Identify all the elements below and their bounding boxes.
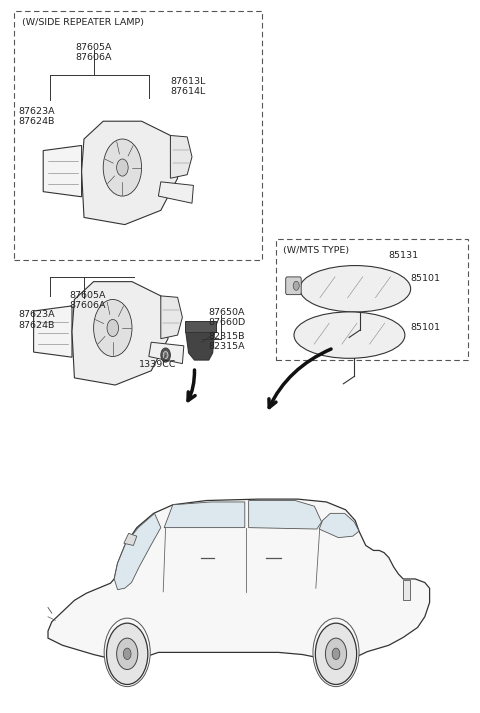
Ellipse shape xyxy=(300,265,410,312)
Circle shape xyxy=(293,282,299,290)
Text: 82315B
82315A: 82315B 82315A xyxy=(209,332,245,351)
Circle shape xyxy=(117,159,128,176)
Circle shape xyxy=(123,648,131,660)
Circle shape xyxy=(104,618,150,687)
Polygon shape xyxy=(124,533,137,545)
Text: 1339CC: 1339CC xyxy=(139,360,177,369)
Text: 87613L
87614L: 87613L 87614L xyxy=(170,77,206,96)
Circle shape xyxy=(313,618,359,687)
Circle shape xyxy=(107,623,148,684)
Polygon shape xyxy=(249,501,322,529)
FancyBboxPatch shape xyxy=(403,580,410,600)
Circle shape xyxy=(107,319,119,337)
Polygon shape xyxy=(158,182,193,203)
Polygon shape xyxy=(114,513,161,590)
Circle shape xyxy=(197,335,206,349)
Polygon shape xyxy=(186,332,215,360)
Polygon shape xyxy=(43,145,82,197)
FancyBboxPatch shape xyxy=(286,277,301,294)
Polygon shape xyxy=(170,135,192,178)
Polygon shape xyxy=(82,121,178,225)
Text: 87623A
87624B: 87623A 87624B xyxy=(18,107,55,126)
Polygon shape xyxy=(72,282,168,385)
Circle shape xyxy=(161,348,170,362)
Polygon shape xyxy=(185,321,216,332)
Polygon shape xyxy=(34,306,72,357)
Ellipse shape xyxy=(294,312,405,359)
Circle shape xyxy=(315,623,357,684)
Text: 87623A
87624B: 87623A 87624B xyxy=(18,310,55,329)
Circle shape xyxy=(117,638,138,670)
Polygon shape xyxy=(149,342,184,364)
Text: (W/SIDE REPEATER LAMP): (W/SIDE REPEATER LAMP) xyxy=(22,18,144,27)
Text: (W/MTS TYPE): (W/MTS TYPE) xyxy=(283,246,349,255)
Text: 85131: 85131 xyxy=(389,252,419,260)
Circle shape xyxy=(94,299,132,356)
Circle shape xyxy=(332,648,340,660)
Text: 87650A
87660D: 87650A 87660D xyxy=(209,308,246,327)
Text: 87605A
87606A: 87605A 87606A xyxy=(75,43,112,62)
Polygon shape xyxy=(319,513,359,538)
Polygon shape xyxy=(161,296,182,339)
Polygon shape xyxy=(48,499,430,660)
Circle shape xyxy=(163,352,168,359)
Polygon shape xyxy=(164,502,245,528)
Circle shape xyxy=(325,638,347,670)
Circle shape xyxy=(103,139,142,196)
Text: 85101: 85101 xyxy=(410,324,441,332)
Circle shape xyxy=(199,339,204,346)
Text: 87605A
87606A: 87605A 87606A xyxy=(70,291,106,310)
Text: 85101: 85101 xyxy=(410,274,441,282)
